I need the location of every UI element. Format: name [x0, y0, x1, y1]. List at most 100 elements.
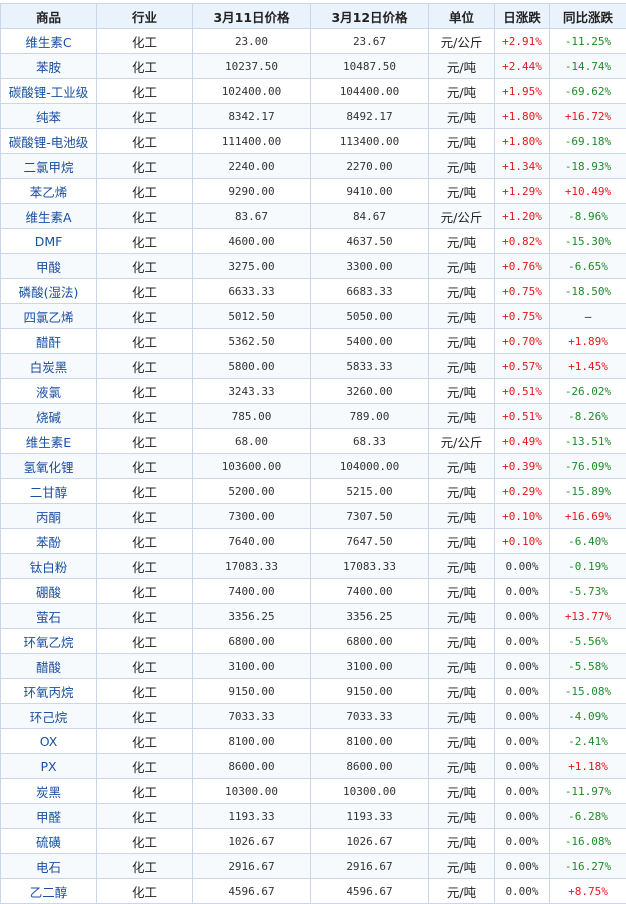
- commodity-name-link[interactable]: 苯酚: [1, 529, 97, 554]
- yoy-change-cell: +13.77%: [550, 604, 626, 629]
- commodity-name-link[interactable]: OX: [1, 729, 97, 754]
- commodity-name-link[interactable]: PX: [1, 754, 97, 779]
- commodity-name-link[interactable]: 二甘醇: [1, 479, 97, 504]
- unit-cell: 元/吨: [429, 304, 495, 329]
- price-mar12-cell: 113400.00: [311, 129, 429, 154]
- industry-cell: 化工: [97, 379, 193, 404]
- unit-cell: 元/吨: [429, 254, 495, 279]
- commodity-name-link[interactable]: 苯乙烯: [1, 179, 97, 204]
- daily-change-cell: +1.80%: [495, 129, 550, 154]
- header-price-mar12[interactable]: 3月12日价格: [311, 4, 429, 29]
- commodity-name-link[interactable]: 萤石: [1, 604, 97, 629]
- price-mar12-cell: 3260.00: [311, 379, 429, 404]
- yoy-change-cell: -11.25%: [550, 29, 626, 54]
- daily-change-cell: 0.00%: [495, 804, 550, 829]
- industry-cell: 化工: [97, 329, 193, 354]
- commodity-name-link[interactable]: 氢氧化锂: [1, 454, 97, 479]
- industry-cell: 化工: [97, 429, 193, 454]
- commodity-name-link[interactable]: 醋酸: [1, 654, 97, 679]
- yoy-change-cell: +16.72%: [550, 104, 626, 129]
- commodity-name-link[interactable]: 钛白粉: [1, 554, 97, 579]
- unit-cell: 元/吨: [429, 404, 495, 429]
- commodity-name-link[interactable]: 碳酸锂-电池级: [1, 129, 97, 154]
- daily-change-cell: +0.76%: [495, 254, 550, 279]
- commodity-name-link[interactable]: 维生素A: [1, 204, 97, 229]
- price-mar12-cell: 104000.00: [311, 454, 429, 479]
- price-mar11-cell: 4600.00: [193, 229, 311, 254]
- price-mar11-cell: 5800.00: [193, 354, 311, 379]
- price-mar11-cell: 3243.33: [193, 379, 311, 404]
- industry-cell: 化工: [97, 579, 193, 604]
- commodity-name-link[interactable]: 硫磺: [1, 829, 97, 854]
- commodity-name-link[interactable]: 环氧丙烷: [1, 679, 97, 704]
- commodity-name-link[interactable]: 丙酮: [1, 504, 97, 529]
- commodity-name-link[interactable]: 甲酸: [1, 254, 97, 279]
- header-price-mar11[interactable]: 3月11日价格: [193, 4, 311, 29]
- yoy-change-cell: +1.45%: [550, 354, 626, 379]
- yoy-change-cell: -8.96%: [550, 204, 626, 229]
- commodity-name-link[interactable]: 磷酸(湿法): [1, 279, 97, 304]
- unit-cell: 元/吨: [429, 329, 495, 354]
- industry-cell: 化工: [97, 679, 193, 704]
- industry-cell: 化工: [97, 104, 193, 129]
- price-mar11-cell: 102400.00: [193, 79, 311, 104]
- unit-cell: 元/吨: [429, 104, 495, 129]
- commodity-name-link[interactable]: 炭黑: [1, 779, 97, 804]
- header-unit[interactable]: 单位: [429, 4, 495, 29]
- price-mar11-cell: 7033.33: [193, 704, 311, 729]
- commodity-name-link[interactable]: DMF: [1, 229, 97, 254]
- unit-cell: 元/吨: [429, 754, 495, 779]
- price-mar12-cell: 7033.33: [311, 704, 429, 729]
- unit-cell: 元/吨: [429, 779, 495, 804]
- industry-cell: 化工: [97, 729, 193, 754]
- header-daily-change[interactable]: 日涨跌: [495, 4, 550, 29]
- yoy-change-cell: -5.56%: [550, 629, 626, 654]
- commodity-name-link[interactable]: 电石: [1, 854, 97, 879]
- price-mar11-cell: 10300.00: [193, 779, 311, 804]
- commodity-name-link[interactable]: 液氯: [1, 379, 97, 404]
- commodity-name-link[interactable]: 四氯乙烯: [1, 304, 97, 329]
- commodity-name-link[interactable]: 苯胺: [1, 54, 97, 79]
- header-yoy-change[interactable]: 同比涨跌: [550, 4, 626, 29]
- commodity-name-link[interactable]: 乙二醇: [1, 879, 97, 904]
- yoy-change-cell: -11.97%: [550, 779, 626, 804]
- commodity-name-link[interactable]: 白炭黑: [1, 354, 97, 379]
- commodity-name-link[interactable]: 烧碱: [1, 404, 97, 429]
- price-mar12-cell: 1193.33: [311, 804, 429, 829]
- commodity-name-link[interactable]: 碳酸锂-工业级: [1, 79, 97, 104]
- price-mar11-cell: 103600.00: [193, 454, 311, 479]
- commodity-name-link[interactable]: 甲醛: [1, 804, 97, 829]
- price-mar11-cell: 83.67: [193, 204, 311, 229]
- commodity-name-link[interactable]: 二氯甲烷: [1, 154, 97, 179]
- daily-change-cell: 0.00%: [495, 704, 550, 729]
- commodity-name-link[interactable]: 环氧乙烷: [1, 629, 97, 654]
- header-commodity[interactable]: 商品: [1, 4, 97, 29]
- price-mar12-cell: 5215.00: [311, 479, 429, 504]
- commodity-name-link[interactable]: 醋酐: [1, 329, 97, 354]
- unit-cell: 元/吨: [429, 554, 495, 579]
- industry-cell: 化工: [97, 79, 193, 104]
- commodity-name-link[interactable]: 硼酸: [1, 579, 97, 604]
- commodity-name-link[interactable]: 纯苯: [1, 104, 97, 129]
- header-industry[interactable]: 行业: [97, 4, 193, 29]
- yoy-change-cell: -14.74%: [550, 54, 626, 79]
- yoy-change-cell: -18.93%: [550, 154, 626, 179]
- price-mar11-cell: 23.00: [193, 29, 311, 54]
- price-mar11-cell: 6800.00: [193, 629, 311, 654]
- commodity-name-link[interactable]: 维生素C: [1, 29, 97, 54]
- commodity-name-link[interactable]: 维生素E: [1, 429, 97, 454]
- unit-cell: 元/吨: [429, 829, 495, 854]
- commodity-name-link[interactable]: 环己烷: [1, 704, 97, 729]
- yoy-change-cell: -18.50%: [550, 279, 626, 304]
